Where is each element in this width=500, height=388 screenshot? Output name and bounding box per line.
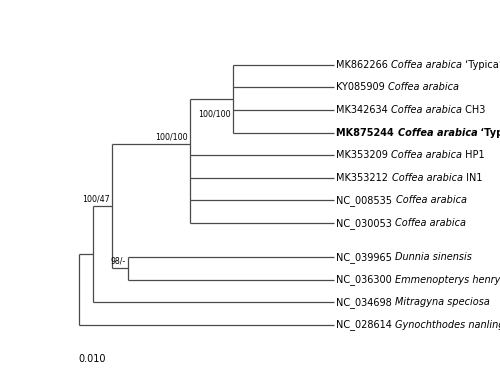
Text: Emmenopterys henryi: Emmenopterys henryi: [396, 275, 500, 285]
Text: NC_008535: NC_008535: [336, 195, 396, 206]
Text: ‘Typica’: ‘Typica’: [462, 60, 500, 70]
Text: 0.010: 0.010: [78, 354, 106, 364]
Text: NC_028614: NC_028614: [336, 319, 396, 331]
Text: IN1: IN1: [462, 173, 482, 183]
Text: Coffea arabica: Coffea arabica: [398, 128, 477, 138]
Text: Coffea arabica: Coffea arabica: [392, 105, 462, 115]
Text: 100/47: 100/47: [82, 194, 110, 203]
Text: Coffea arabica: Coffea arabica: [396, 218, 466, 228]
Text: Dunnia sinensis: Dunnia sinensis: [396, 252, 472, 262]
Text: MK862266: MK862266: [336, 60, 392, 70]
Text: Coffea arabica: Coffea arabica: [396, 196, 466, 206]
Text: 100/100: 100/100: [198, 109, 230, 119]
Text: Mitragyna speciosa: Mitragyna speciosa: [396, 297, 490, 307]
Text: NC_034698: NC_034698: [336, 297, 396, 308]
Text: NC_036300: NC_036300: [336, 274, 396, 285]
Text: ‘Typica Bluemountain’: ‘Typica Bluemountain’: [478, 128, 500, 138]
Text: 98/-: 98/-: [110, 256, 126, 266]
Text: MK342634: MK342634: [336, 105, 392, 115]
Text: Coffea arabica: Coffea arabica: [388, 82, 460, 92]
Text: KY085909: KY085909: [336, 82, 388, 92]
Text: MK875244: MK875244: [336, 128, 398, 138]
Text: HP1: HP1: [462, 150, 485, 160]
Text: CH3: CH3: [462, 105, 485, 115]
Text: NC_039965: NC_039965: [336, 251, 396, 263]
Text: NC_030053: NC_030053: [336, 218, 396, 229]
Text: Coffea arabica: Coffea arabica: [392, 150, 462, 160]
Text: Coffea arabica: Coffea arabica: [392, 60, 462, 70]
Text: MK353212: MK353212: [336, 173, 392, 183]
Text: 100/100: 100/100: [155, 132, 188, 141]
Text: Coffea arabica: Coffea arabica: [392, 173, 462, 183]
Text: Gynochthodes nanlingensis: Gynochthodes nanlingensis: [396, 320, 500, 330]
Text: MK353209: MK353209: [336, 150, 392, 160]
